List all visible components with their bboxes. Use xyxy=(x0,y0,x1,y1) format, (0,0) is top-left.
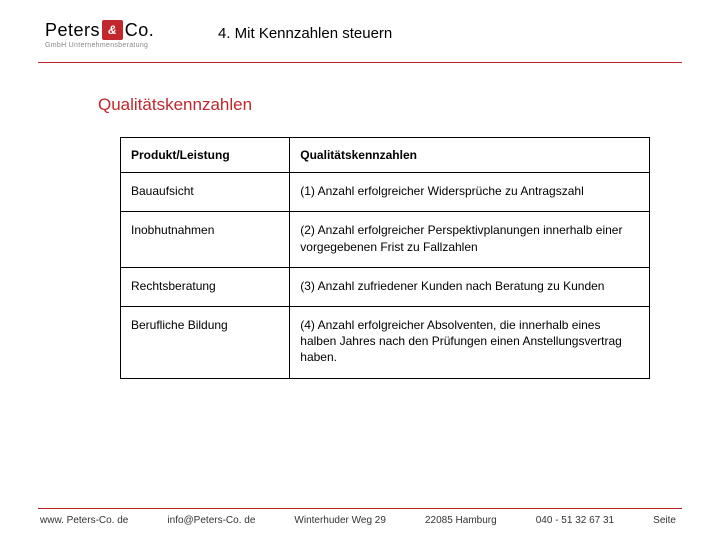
footer-page-label: Seite xyxy=(653,515,676,526)
slide-content: Qualitätskennzahlen Produkt/Leistung Qua… xyxy=(0,63,720,379)
table-cell: Inobhutnahmen xyxy=(121,212,290,267)
logo-brand-left: Peters xyxy=(45,20,100,41)
slide-title: 4. Mit Kennzahlen steuern xyxy=(218,25,392,42)
footer-city: 22085 Hamburg xyxy=(425,515,497,526)
logo-ampersand: & xyxy=(102,20,123,40)
table-cell: (2) Anzahl erfolgreicher Perspektivplanu… xyxy=(290,212,650,267)
table-cell: (4) Anzahl erfolgreicher Absolventen, di… xyxy=(290,306,650,378)
footer-line: www. Peters-Co. de info@Peters-Co. de Wi… xyxy=(0,515,720,526)
footer-divider xyxy=(38,508,682,509)
logo-subtitle: GmbH Unternehmensberatung xyxy=(45,42,190,49)
footer-website: www. Peters-Co. de xyxy=(40,515,128,526)
footer-street: Winterhuder Weg 29 xyxy=(294,515,386,526)
table-row: Inobhutnahmen (2) Anzahl erfolgreicher P… xyxy=(121,212,650,267)
table-header-row: Produkt/Leistung Qualitätskennzahlen xyxy=(121,138,650,173)
table-row: Rechtsberatung (3) Anzahl zufriedener Ku… xyxy=(121,267,650,306)
table-cell: (3) Anzahl zufriedener Kunden nach Berat… xyxy=(290,267,650,306)
table-header-cell: Qualitätskennzahlen xyxy=(290,138,650,173)
table-header-cell: Produkt/Leistung xyxy=(121,138,290,173)
footer-phone: 040 - 51 32 67 31 xyxy=(536,515,614,526)
slide-header: Peters&Co. GmbH Unternehmensberatung 4. … xyxy=(0,0,720,58)
table-row: Berufliche Bildung (4) Anzahl erfolgreic… xyxy=(121,306,650,378)
table-row: Bauaufsicht (1) Anzahl erfolgreicher Wid… xyxy=(121,173,650,212)
table-cell: Berufliche Bildung xyxy=(121,306,290,378)
table-cell: (1) Anzahl erfolgreicher Widersprüche zu… xyxy=(290,173,650,212)
slide-footer: www. Peters-Co. de info@Peters-Co. de Wi… xyxy=(0,508,720,526)
logo-brand-right: Co. xyxy=(125,20,155,41)
company-logo: Peters&Co. GmbH Unternehmensberatung xyxy=(45,20,190,56)
table-cell: Rechtsberatung xyxy=(121,267,290,306)
kpi-table: Produkt/Leistung Qualitätskennzahlen Bau… xyxy=(120,137,650,379)
section-title: Qualitätskennzahlen xyxy=(98,95,720,115)
footer-email: info@Peters-Co. de xyxy=(167,515,255,526)
table-cell: Bauaufsicht xyxy=(121,173,290,212)
